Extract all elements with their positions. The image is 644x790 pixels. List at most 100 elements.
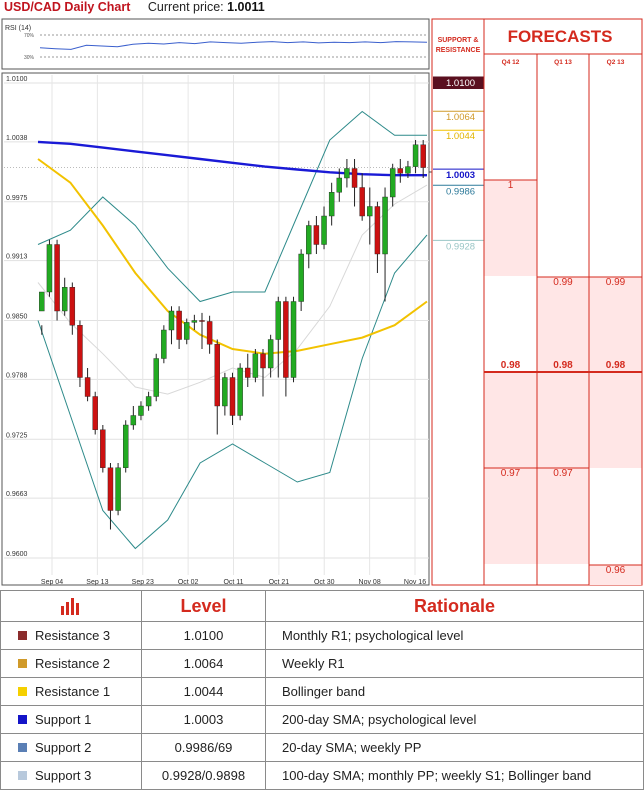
candle-body	[267, 339, 274, 369]
rsi-tick-30: 30%	[24, 55, 35, 61]
table-header-icon-cell	[0, 590, 142, 622]
forecast-period-label: Q1 13	[554, 59, 572, 66]
forecast-range-band	[537, 468, 589, 564]
y-tick-label: 0.9975	[6, 195, 28, 202]
current-price-value: 1.0011	[227, 0, 265, 14]
candle-body	[405, 166, 411, 174]
candle-body	[199, 320, 205, 322]
sr-level-label: 1.0003	[446, 170, 475, 181]
forecast-value-label: 0.98	[606, 360, 626, 371]
table-header-level: Level	[141, 590, 266, 622]
sup1-swatch	[18, 715, 27, 724]
candle-body	[313, 225, 320, 245]
candle-body	[222, 377, 228, 407]
candle-body	[100, 429, 106, 468]
forecasts-title: FORECASTS	[508, 27, 613, 46]
candle-body	[374, 206, 381, 255]
candle-body	[191, 320, 198, 323]
rsi-line	[39, 41, 428, 50]
bollinger-lower-line	[37, 234, 428, 550]
rsi-tick-70: 70%	[24, 33, 35, 39]
candle-body	[237, 367, 243, 416]
forecast-range-band	[537, 372, 589, 468]
candle-body	[306, 225, 312, 255]
candle-body	[359, 187, 365, 217]
x-tick-label: Oct 11	[223, 579, 243, 586]
x-tick-label: Nov 16	[404, 579, 426, 586]
candle-body	[229, 377, 236, 416]
row-level: 1.0064	[141, 649, 266, 678]
forecast-value-label: 0.99	[606, 277, 626, 288]
table-header-rationale: Rationale	[265, 590, 644, 622]
x-tick-label: Sep 04	[41, 579, 63, 586]
candle-body	[61, 287, 68, 312]
candle-body	[397, 168, 404, 174]
res1-swatch	[18, 687, 27, 696]
table-row: Resistance 3 1.0100 Monthly R1; psycholo…	[0, 621, 644, 650]
candle-body	[54, 244, 60, 312]
current-price-label: Current price:	[147, 0, 224, 14]
forecast-value-label: 0.99	[553, 277, 573, 288]
rsi-panel: RSI (14) 70% 30%	[1, 18, 430, 70]
levels-table: Level Rationale Resistance 3 1.0100 Mont…	[0, 590, 644, 790]
x-tick-label: Oct 21	[269, 579, 290, 586]
candle-body	[321, 215, 327, 245]
candle-body	[252, 353, 259, 378]
table-header: Level Rationale	[0, 590, 644, 622]
candle-body	[69, 287, 76, 326]
candle-body	[283, 301, 289, 378]
table-row: Support 3 0.9928/0.9898 100-day SMA; mon…	[0, 761, 644, 790]
forecast-period-label: Q2 13	[607, 59, 625, 66]
row-rationale: Monthly R1; psychological level	[265, 621, 644, 650]
sr-column: SUPPORT & RESISTANCE 1.0100 1.0064 1.0044 1…	[431, 18, 485, 586]
sr-level-label: 0.9986	[446, 186, 475, 197]
x-tick-label: Oct 30	[314, 579, 335, 586]
row-rationale: Weekly R1	[265, 649, 644, 678]
sr-level-label: 1.0044	[446, 131, 475, 142]
chart-canvas: RSI (14) 70% 30% 1.01001.00380.99750.991…	[1, 18, 643, 586]
y-tick-label: 0.9663	[6, 491, 28, 498]
sr-level-bg	[433, 77, 484, 89]
forecast-value-label: 0.98	[501, 360, 521, 371]
y-tick-label: 0.9913	[6, 254, 28, 261]
candle-body	[344, 168, 350, 179]
forecast-value-label: 1	[508, 180, 514, 191]
x-tick-label: Sep 23	[132, 579, 154, 586]
sma100-line	[37, 158, 428, 355]
candle-body	[214, 344, 220, 407]
candle-body	[39, 291, 45, 312]
row-name: Support 1	[35, 712, 92, 727]
candle-body	[130, 415, 137, 426]
row-rationale: 200-day SMA; psychological level	[265, 705, 644, 734]
x-tick-label: Oct 02	[178, 579, 199, 586]
candle-body	[138, 405, 144, 416]
row-name: Resistance 2	[35, 656, 111, 671]
forecast-value-label: 0.97	[501, 468, 521, 479]
candle-body	[260, 353, 266, 369]
sr-level-label: 1.0064	[446, 112, 475, 123]
candle-body	[351, 168, 358, 188]
candle-body	[328, 192, 335, 217]
candle-body	[107, 467, 114, 511]
row-name: Resistance 1	[35, 684, 111, 699]
candle-body	[184, 322, 190, 340]
candle-body	[382, 196, 388, 255]
table-row: Support 2 0.9986/69 20-day SMA; weekly P…	[0, 733, 644, 762]
sup2-swatch	[18, 743, 27, 752]
forecast-range-band	[484, 372, 537, 468]
sr-header-1: SUPPORT &	[438, 37, 479, 44]
y-tick-label: 0.9725	[6, 432, 28, 439]
candle-body	[298, 253, 304, 302]
candle-body	[245, 367, 251, 378]
row-level: 0.9986/69	[141, 733, 266, 762]
forecast-range-band	[484, 468, 537, 564]
candle-body	[176, 310, 182, 340]
price-panel: 1.0100 1.0038 0.9975 0.9913 0.9850 0.9788 0.97…	[1, 72, 432, 586]
row-name: Support 2	[35, 740, 92, 755]
row-level: 1.0100	[141, 621, 266, 650]
row-level: 1.0003	[141, 705, 266, 734]
x-tick-label: Nov 08	[359, 579, 381, 586]
forecast-period-label: Q4 12	[502, 59, 520, 66]
bollinger-upper-line	[37, 110, 427, 303]
chart-header: USD/CAD Daily Chart Current price: 1.001…	[4, 0, 265, 16]
